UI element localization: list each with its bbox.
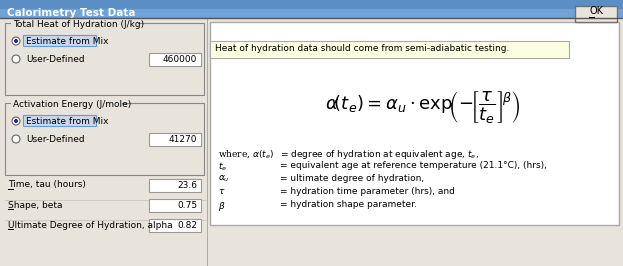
Text: $\tau$: $\tau$ — [218, 187, 226, 196]
Text: where, $\alpha(t_e)$: where, $\alpha(t_e)$ — [218, 148, 274, 160]
Bar — [210, 41, 569, 58]
Text: Activation Energy (J/mole): Activation Energy (J/mole) — [13, 100, 131, 109]
Text: Ultimate Degree of Hydration, alpha: Ultimate Degree of Hydration, alpha — [8, 221, 173, 230]
Bar — [149, 179, 201, 192]
Bar — [210, 22, 619, 225]
Circle shape — [14, 39, 18, 43]
Text: Estimate from Mix: Estimate from Mix — [26, 117, 108, 126]
Text: $t_e$: $t_e$ — [218, 161, 227, 173]
Text: Heat of hydration data should come from semi-adiabatic testing.: Heat of hydration data should come from … — [215, 44, 510, 53]
Text: User-Defined: User-Defined — [26, 55, 85, 64]
Bar — [5, 103, 204, 175]
Bar — [5, 23, 204, 95]
Bar — [575, 6, 617, 22]
Circle shape — [12, 117, 20, 125]
Bar — [11, 99, 121, 107]
Text: 23.6: 23.6 — [177, 181, 197, 190]
Text: $\alpha_u$: $\alpha_u$ — [218, 174, 230, 184]
Text: = hydration time parameter (hrs), and: = hydration time parameter (hrs), and — [280, 187, 455, 196]
Bar — [0, 0, 623, 18]
Text: 41270: 41270 — [168, 135, 197, 144]
Text: Estimate from Mix: Estimate from Mix — [26, 36, 108, 45]
Text: Time, tau (hours): Time, tau (hours) — [8, 181, 86, 189]
Text: = hydration shape parameter.: = hydration shape parameter. — [280, 200, 417, 209]
Text: 0.82: 0.82 — [177, 221, 197, 230]
Text: $\beta$: $\beta$ — [218, 200, 226, 213]
Bar — [11, 19, 138, 27]
Text: 460000: 460000 — [163, 55, 197, 64]
Text: $\alpha\!\left(t_e\right) = \alpha_u \cdot \mathrm{exp}\!\left(-\!\left[\dfrac{\: $\alpha\!\left(t_e\right) = \alpha_u \cd… — [325, 89, 520, 125]
Text: Calorimetry Test Data: Calorimetry Test Data — [7, 8, 135, 18]
Circle shape — [12, 135, 20, 143]
Text: Total Heat of Hydration (J/kg): Total Heat of Hydration (J/kg) — [13, 20, 144, 29]
Text: 0.75: 0.75 — [177, 201, 197, 210]
Text: = equivalent age at reference temperature (21.1°C), (hrs),: = equivalent age at reference temperatur… — [280, 161, 547, 170]
Bar — [149, 219, 201, 232]
Bar — [149, 133, 201, 146]
Bar — [0, 0, 623, 9]
Circle shape — [12, 37, 20, 45]
Bar — [149, 53, 201, 66]
Bar — [23, 115, 96, 126]
Bar — [23, 35, 96, 46]
Text: = ultimate degree of hydration,: = ultimate degree of hydration, — [280, 174, 424, 183]
Circle shape — [14, 119, 18, 123]
Text: = degree of hydration at equivalent age, $t_e$,: = degree of hydration at equivalent age,… — [280, 148, 479, 161]
Text: User-Defined: User-Defined — [26, 135, 85, 143]
Text: OK: OK — [589, 6, 603, 16]
Text: Shape, beta: Shape, beta — [8, 201, 62, 210]
Bar — [149, 199, 201, 212]
Circle shape — [12, 55, 20, 63]
